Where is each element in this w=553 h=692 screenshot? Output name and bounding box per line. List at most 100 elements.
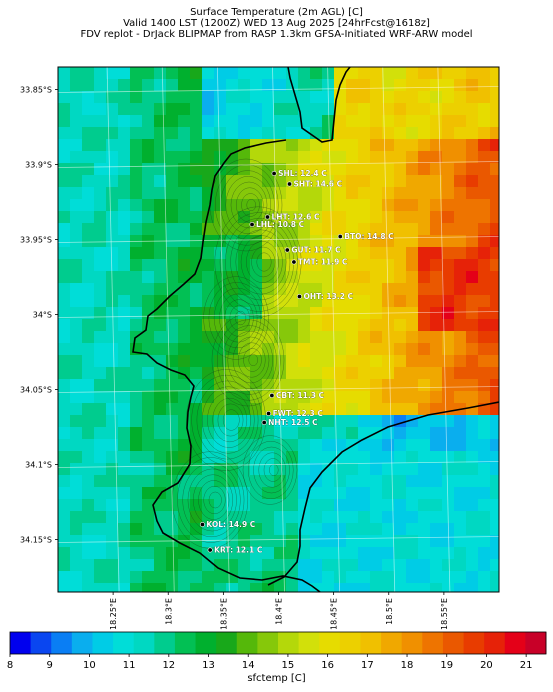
grid-cell: [346, 451, 359, 464]
grid-cell: [430, 343, 443, 356]
grid-cell: [298, 583, 311, 592]
grid-cell: [418, 271, 431, 284]
meridian-line: [382, 67, 396, 592]
grid-cell: [94, 379, 107, 392]
grid-cell: [394, 559, 407, 572]
grid-cell: [142, 547, 155, 560]
grid-cell: [466, 247, 479, 260]
grid-cell: [118, 463, 131, 476]
grid-cell: [274, 295, 287, 308]
grid-cell: [202, 403, 215, 416]
grid-cell: [106, 511, 119, 524]
grid-cell: [274, 115, 287, 128]
grid-cell: [322, 367, 335, 380]
contour-line: [219, 212, 298, 312]
grid-cell: [274, 535, 287, 548]
grid-cell: [274, 475, 287, 488]
grid-cell: [118, 331, 131, 344]
grid-cell: [178, 103, 191, 116]
grid-cell: [130, 523, 143, 536]
grid-cell: [202, 271, 215, 284]
grid-cell: [442, 67, 455, 80]
grid-cell: [394, 547, 407, 560]
lon-tick-label: 18.45°E: [330, 598, 339, 630]
grid-cell: [154, 451, 167, 464]
grid-cell: [334, 391, 347, 404]
grid-cell: [106, 535, 119, 548]
grid-cell: [478, 391, 491, 404]
grid-cell: [118, 199, 131, 212]
grid-cell: [154, 139, 167, 152]
grid-cell: [178, 295, 191, 308]
grid-cell: [334, 463, 347, 476]
grid-cell: [130, 163, 143, 176]
grid-cell: [346, 583, 359, 592]
grid-cell: [250, 487, 263, 500]
grid-cell: [358, 295, 371, 308]
grid-cell: [442, 499, 455, 512]
grid-cell: [238, 523, 251, 536]
grid-cell: [118, 115, 131, 128]
grid-cell: [154, 283, 167, 296]
grid-cell: [286, 271, 299, 284]
grid-cell: [250, 415, 263, 428]
colorbar-swatch: [236, 632, 258, 654]
grid-cell: [226, 535, 239, 548]
contour-line: [222, 325, 277, 395]
grid-cell: [70, 91, 83, 104]
grid-cell: [250, 127, 263, 140]
grid-cell: [226, 331, 239, 344]
grid-cell: [370, 523, 383, 536]
grid-cell: [94, 355, 107, 368]
grid-cell: [358, 247, 371, 260]
grid-cell: [298, 151, 311, 164]
colorbar-swatch: [133, 632, 155, 654]
grid-cell: [334, 403, 347, 416]
grid-cell: [418, 391, 431, 404]
lon-tick-label: 18.55°E: [440, 598, 449, 630]
grid-cell: [82, 415, 95, 428]
grid-cell: [418, 259, 431, 272]
grid-cell: [382, 343, 395, 356]
grid-cell: [334, 283, 347, 296]
grid-cell: [490, 259, 499, 272]
grid-cell: [406, 67, 419, 80]
grid-cell: [382, 475, 395, 488]
contour-line: [234, 310, 247, 326]
grid-cell: [106, 355, 119, 368]
grid-cell: [94, 319, 107, 332]
grid-cell: [274, 451, 287, 464]
grid-cell: [466, 487, 479, 500]
station-marker: [271, 171, 277, 177]
grid-cell: [442, 379, 455, 392]
grid-cell: [166, 283, 179, 296]
grid-cell: [490, 175, 499, 188]
grid-cell: [166, 163, 179, 176]
grid-cell: [382, 499, 395, 512]
grid-cell: [454, 523, 467, 536]
grid-cell: [94, 151, 107, 164]
grid-cell: [166, 439, 179, 452]
grid-cell: [394, 367, 407, 380]
grid-cell: [178, 79, 191, 92]
grid-cell: [370, 91, 383, 104]
grid-cell: [454, 163, 467, 176]
parallel-line: [58, 536, 499, 543]
grid-cell: [358, 463, 371, 476]
grid-cell: [226, 247, 239, 260]
grid-cell: [418, 487, 431, 500]
grid-cell: [418, 235, 431, 248]
grid-cell: [142, 187, 155, 200]
grid-cell: [370, 463, 383, 476]
grid-cell: [202, 475, 215, 488]
grid-cell: [166, 463, 179, 476]
grid-cell: [262, 271, 275, 284]
grid-cell: [118, 163, 131, 176]
grid-cell: [154, 343, 167, 356]
colorbar-tick-label: 11: [123, 660, 136, 671]
grid-cell: [142, 379, 155, 392]
grid-cell: [202, 199, 215, 212]
grid-cell: [118, 67, 131, 80]
grid-cell: [334, 127, 347, 140]
grid-cell: [454, 223, 467, 236]
